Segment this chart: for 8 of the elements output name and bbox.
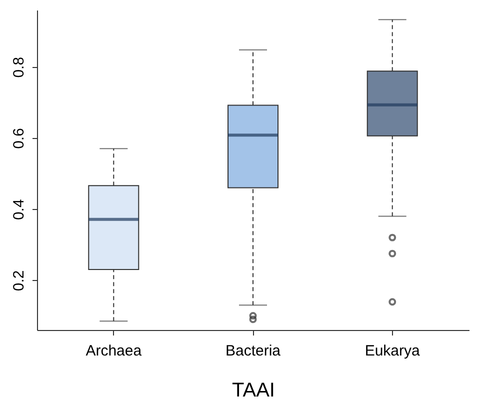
y-tick-label: 0.8 <box>10 56 28 78</box>
x-tick-label: Bacteria <box>225 342 282 360</box>
x-tick-label: Archaea <box>86 342 142 360</box>
x-axis-title: TAAI <box>232 380 275 402</box>
y-tick-label: 0.2 <box>10 270 28 292</box>
y-tick-label: 0.6 <box>10 128 28 149</box>
x-tick-label: Eukarya <box>364 342 421 360</box>
y-tick-label: 0.4 <box>10 199 28 220</box>
